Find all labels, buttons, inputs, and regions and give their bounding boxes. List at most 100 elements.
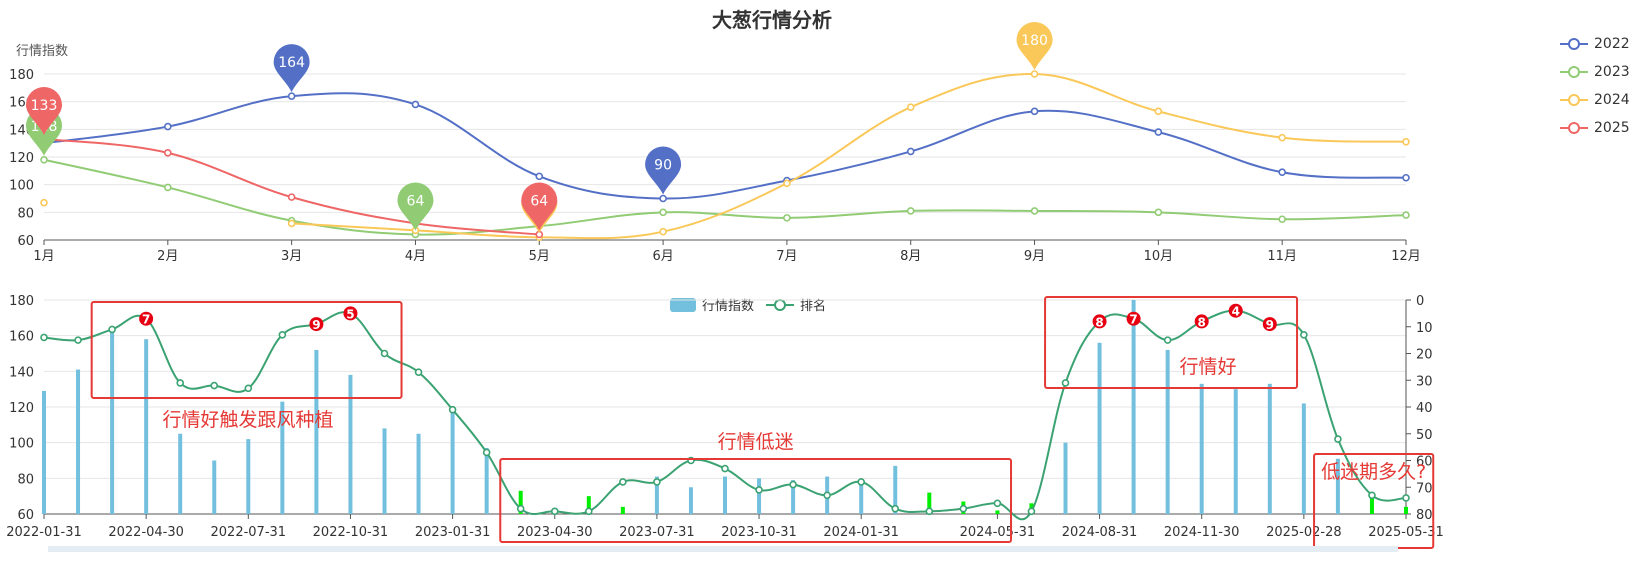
max-marker-2025-pin (26, 87, 62, 136)
max-marker-2022-pin (273, 44, 310, 93)
point-2023-2月 (164, 183, 172, 192)
point-2022-11月 (1278, 168, 1286, 177)
bottom-xtick-2024-11-30: 2024-11-30 (1164, 525, 1240, 540)
zoom-slider-track (48, 546, 1398, 552)
rank-point-2023-01-31 (448, 405, 457, 414)
point-2023-7月 (783, 214, 791, 222)
bar-2023-05-31 (586, 496, 591, 514)
annotation-text-3: 低迷期多久? (1321, 461, 1426, 483)
bar-2023-01-31 (450, 407, 455, 514)
point-2024-9月 (1030, 70, 1039, 78)
rank-badge-label-2022-10-31: 5 (346, 307, 354, 321)
rank-point-2024-05-31 (993, 499, 1002, 508)
legend-2024-icon (1560, 94, 1588, 106)
bottom-ytick-180: 180 (9, 294, 34, 309)
bar-2025-04-30 (1369, 492, 1374, 514)
bar-2024-02-29 (893, 465, 898, 514)
rank-point-2022-12-31 (414, 368, 423, 377)
legend-label-2025: 2025 (1594, 120, 1630, 136)
legend-item-2024[interactable]: 2024 (1560, 86, 1630, 114)
bottom-ytick-140: 140 (9, 365, 34, 380)
point-2022-12月 (1402, 173, 1410, 182)
annotation-box-0 (90, 301, 403, 399)
point-2024-8月 (906, 103, 915, 111)
bar-2024-09-30 (1131, 300, 1136, 514)
rank-badge-2024-11-30 (1194, 314, 1209, 329)
rank-point-2024-03-31 (925, 507, 934, 516)
min-marker-2022-pin (645, 146, 682, 195)
rank-point-2023-09-30 (721, 464, 729, 473)
bar-2023-08-31 (688, 487, 693, 514)
point-2023-9月 (1030, 207, 1039, 215)
top-xtick-12月: 12月 (1391, 249, 1421, 264)
rank-badge-label-2022-04-30: 7 (142, 313, 150, 327)
bottom-xtick-2025-05-31: 2025-05-31 (1368, 525, 1444, 540)
rank-line (43, 309, 1407, 521)
legend-label-2022: 2022 (1594, 36, 1630, 52)
series-line-2023 (43, 158, 1407, 236)
bar-2023-09-30 (723, 476, 727, 514)
bar-2025-01-31 (1267, 383, 1272, 514)
series-line-2022 (43, 92, 1407, 200)
legend-bar-icon (670, 297, 696, 312)
legend-item-2025[interactable]: 2025 (1560, 114, 1630, 142)
legend-item-index[interactable]: 行情指数 (670, 295, 754, 314)
bottom-xtick-2025-02-28: 2025-02-28 (1266, 525, 1342, 540)
bar-2022-09-30 (314, 349, 319, 514)
point-2025-3月 (287, 193, 296, 201)
bar-2022-02-28 (76, 369, 81, 514)
bar-2025-05-31 (1404, 506, 1408, 514)
bar-2024-11-30 (1199, 383, 1204, 514)
legend-item-2023[interactable]: 2023 (1560, 58, 1630, 86)
bottom-ytick-100: 100 (9, 437, 34, 452)
rank-badge-2022-04-30 (139, 311, 154, 326)
top-ytick-100: 100 (9, 179, 34, 194)
bottom-ytick-160: 160 (9, 330, 34, 345)
rank-point-2022-06-30 (210, 381, 219, 390)
bar-2022-04-30 (144, 339, 149, 514)
bar-2022-01-31 (42, 390, 46, 514)
bar-2023-11-30 (791, 480, 796, 514)
bar-2023-03-31 (518, 490, 523, 514)
rank-point-2023-11-30 (789, 480, 797, 489)
legend-bottom: 行情指数 排名 (670, 295, 826, 314)
bar-2023-02-28 (484, 448, 489, 514)
top-xtick-5月: 5月 (529, 249, 550, 264)
min-marker-2023-pin (397, 182, 434, 231)
point-2023-10月 (1154, 208, 1163, 217)
bottom-xtick-2022-07-31: 2022-07-31 (211, 525, 287, 540)
series-line-2024 (291, 72, 1407, 240)
legend-item-2022[interactable]: 2022 (1560, 30, 1630, 58)
bottom-ytick-60: 60 (17, 508, 34, 523)
top-xtick-7月: 7月 (776, 249, 797, 264)
rank-point-2023-05-31 (584, 507, 593, 516)
bar-2022-12-31 (416, 433, 421, 514)
bar-2024-10-31 (1165, 349, 1170, 514)
point-2023-1月 (40, 155, 48, 164)
top-xtick-1月: 1月 (33, 249, 54, 264)
top-xtick-4月: 4月 (405, 249, 426, 264)
point-2025-2月 (164, 149, 172, 157)
rank-point-2022-03-31 (108, 325, 116, 334)
rank-point-2022-07-31 (244, 384, 253, 393)
bar-2024-07-31 (1063, 442, 1068, 514)
legend-label-2024: 2024 (1594, 92, 1630, 108)
legend-item-rank[interactable]: 排名 (766, 295, 826, 314)
bar-2024-05-31 (995, 510, 1000, 514)
annotation-box-1 (499, 458, 1013, 543)
point-2022-4月 (411, 100, 420, 109)
rank-badge-2022-10-31 (343, 306, 358, 321)
bottom-ytick-80: 80 (17, 472, 34, 487)
min-marker-2025-label: 64 (530, 193, 548, 209)
rank-point-2024-07-31 (1061, 379, 1070, 387)
point-2024-3月 (287, 219, 296, 228)
point-2022-6月 (659, 194, 667, 203)
rank-badge-label-2025-01-31: 9 (1266, 318, 1274, 332)
bottom-y2tick-70: 70 (1416, 481, 1433, 496)
point-2022-8月 (906, 147, 915, 156)
point-2022-9月 (1030, 107, 1039, 116)
rank-point-2023-03-31 (516, 504, 525, 513)
point-2024-7月 (783, 179, 791, 188)
bar-2022-08-31 (280, 401, 285, 514)
bottom-y2tick-50: 50 (1416, 428, 1433, 443)
